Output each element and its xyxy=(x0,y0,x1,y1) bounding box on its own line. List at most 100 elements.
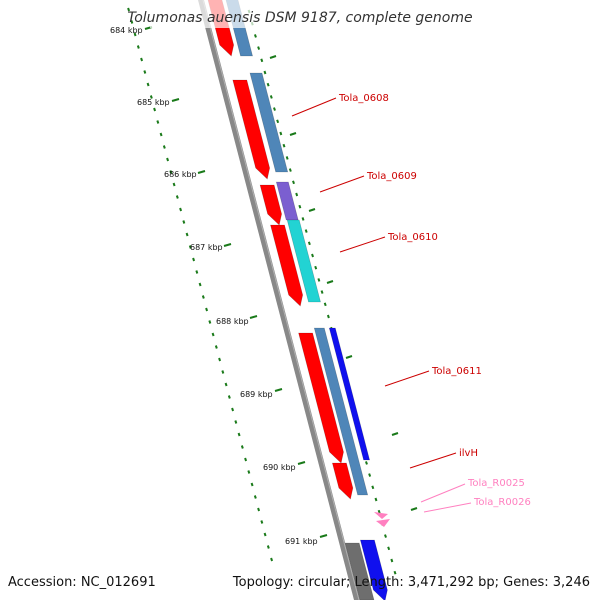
scale-dot xyxy=(260,520,264,524)
scale-dot xyxy=(185,232,189,237)
scale-dot xyxy=(208,320,212,324)
scale-major-tick xyxy=(197,170,206,174)
inner-tick xyxy=(308,208,316,212)
kbp-label: 689 kbp xyxy=(240,390,273,399)
scale-dot xyxy=(237,432,241,437)
scale-dot xyxy=(133,32,137,37)
gene-label-tola-0608[interactable]: Tola_0608 xyxy=(338,93,389,104)
outer-dot xyxy=(292,180,295,185)
outer-dot xyxy=(266,82,270,87)
kbp-label: 684 kbp xyxy=(110,26,143,35)
scale-dot xyxy=(201,295,205,299)
gene-label-tola-0610[interactable]: Tola_0610 xyxy=(387,232,438,243)
scale-major-tick xyxy=(223,243,232,247)
scale-major-tick xyxy=(249,315,258,319)
outer-dot xyxy=(365,461,368,465)
scale-dot xyxy=(240,445,244,449)
gene-label-tola-0609[interactable]: Tola_0609 xyxy=(366,171,417,182)
gene-block-steel xyxy=(249,72,289,173)
scale-dot xyxy=(192,257,196,262)
gene-label-tola-r0025[interactable]: Tola_R0025 xyxy=(467,478,525,489)
outer-dot xyxy=(295,192,299,197)
accession-text: Accession: NC_012691 xyxy=(8,575,156,590)
scale-dot xyxy=(244,457,248,462)
scale-dot xyxy=(156,120,160,124)
scale-dot xyxy=(166,157,170,162)
scale-major-tick xyxy=(297,461,306,465)
genome-summary-text: Topology: circular; Length: 3,471,292 bp… xyxy=(232,575,590,590)
title-fade xyxy=(150,0,470,28)
inner-tick xyxy=(289,132,297,136)
scale-dot xyxy=(169,170,173,174)
outer-dot xyxy=(279,131,283,136)
scale-major-tick xyxy=(319,534,328,538)
outer-dot xyxy=(263,70,267,75)
scale-dot xyxy=(188,245,192,249)
scale-dot xyxy=(198,282,202,287)
inner-track xyxy=(269,55,418,511)
scale-major-tick xyxy=(274,388,283,392)
outer-dot xyxy=(390,558,394,563)
outer-dot xyxy=(282,143,286,148)
scale-dot xyxy=(146,82,150,87)
inner-tick xyxy=(326,280,334,284)
scale-major-tick xyxy=(171,98,180,102)
outer-dot xyxy=(276,119,280,124)
scale-dot xyxy=(127,7,131,12)
scale-dot xyxy=(143,70,147,74)
leader-line xyxy=(319,175,365,193)
outer-dot xyxy=(317,278,321,282)
gene-labels: Tola_0608 Tola_0609 Tola_0610 Tola_0611 … xyxy=(291,93,531,513)
outer-dot xyxy=(320,290,324,294)
outer-dot xyxy=(377,509,381,514)
outer-dot xyxy=(393,570,397,575)
outer-dot xyxy=(374,497,378,502)
scale-dot xyxy=(224,382,228,387)
scale-dot xyxy=(234,420,238,424)
gene-arrow-red xyxy=(298,332,344,464)
scale-dot xyxy=(247,470,251,474)
rna-marker xyxy=(374,512,388,519)
outer-dot xyxy=(323,302,327,307)
scale-dot xyxy=(214,345,218,349)
feature-tracks xyxy=(150,0,470,600)
gene-label-ilvh[interactable]: ilvH xyxy=(459,448,478,459)
scale-dot xyxy=(140,57,144,62)
scale-dot xyxy=(175,195,179,199)
gene-block-cyan xyxy=(286,219,321,303)
scale-dot xyxy=(172,182,176,187)
outer-dot xyxy=(260,58,264,63)
scale-dot xyxy=(162,145,166,149)
gene-label-tola-0611[interactable]: Tola_0611 xyxy=(431,366,482,377)
outer-dot xyxy=(304,229,308,233)
outer-dot xyxy=(257,46,261,50)
page-title: Tolumonas auensis DSM 9187, complete gen… xyxy=(127,10,472,26)
scale-dot xyxy=(205,307,209,312)
outer-dot xyxy=(371,485,375,490)
scale-dot xyxy=(250,482,254,487)
inner-tick xyxy=(410,507,418,511)
scale-dot xyxy=(270,557,274,562)
scale-dot xyxy=(211,332,215,337)
outer-dot xyxy=(384,534,387,538)
gene-block-gray xyxy=(344,542,375,600)
gene-block-blue xyxy=(328,327,370,461)
kbp-labels: 684 kbp 685 kbp 686 kbp 687 kbp 688 kbp … xyxy=(110,26,318,546)
scale-dot xyxy=(179,207,183,212)
scale-dot xyxy=(136,45,140,49)
leader-line xyxy=(384,370,430,387)
outer-dot xyxy=(307,241,311,246)
leader-line xyxy=(409,452,457,469)
gene-arrow-red xyxy=(232,79,270,180)
inner-tick xyxy=(391,432,399,436)
inner-tick xyxy=(345,355,353,359)
outer-dot xyxy=(285,156,289,160)
gene-arrow-red xyxy=(259,184,282,226)
scale-dot xyxy=(195,270,199,274)
gene-label-tola-r0026[interactable]: Tola_R0026 xyxy=(473,497,531,508)
leader-line xyxy=(339,236,386,253)
outer-dot xyxy=(288,168,292,172)
scale-dot xyxy=(253,495,257,499)
gene-arrow-red xyxy=(270,224,304,307)
